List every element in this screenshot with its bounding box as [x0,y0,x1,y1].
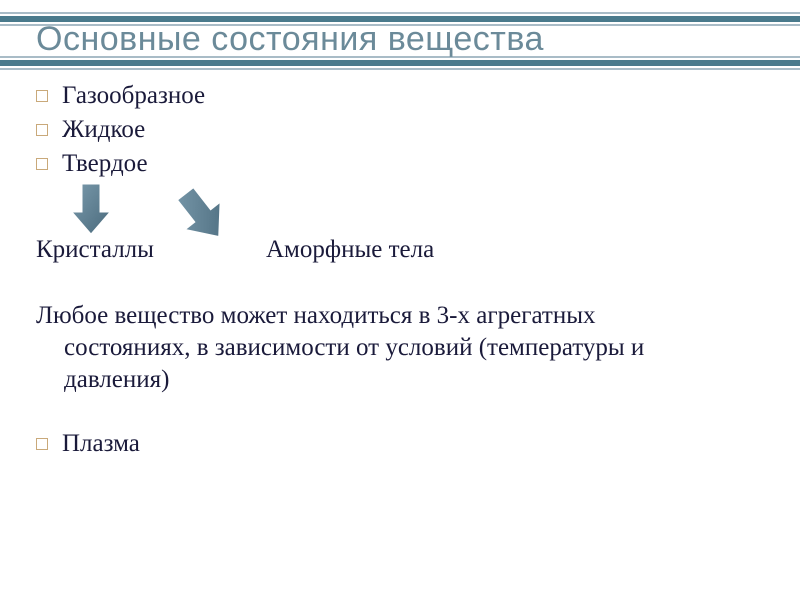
arrow-diagonal-icon [168,182,236,236]
bullet-text: Плазма [62,430,140,458]
slide-title: Основные состояния вещества [36,20,544,59]
bullet-text: Газообразное [62,82,205,110]
square-bullet-icon [36,90,48,102]
square-bullet-icon [36,124,48,136]
bullet-item-plasma: Плазма [36,430,140,458]
bullet-text: Жидкое [62,116,145,144]
subcategory-amorphous: Аморфные тела [266,236,434,264]
content-area: Газообразное Жидкое Твердое [36,82,764,184]
subcategory-crystals: Кристаллы [36,236,154,264]
paragraph-text: Любое вещество может находиться в 3-х аг… [36,300,696,396]
bullet-item: Твердое [36,150,764,178]
arrows-diagram [70,182,330,236]
square-bullet-icon [36,158,48,170]
bullet-item: Газообразное [36,82,764,110]
bullet-text: Твердое [62,150,148,178]
body-paragraph: Любое вещество может находиться в 3-х аг… [36,300,696,396]
square-bullet-icon [36,438,48,450]
bullet-item: Жидкое [36,116,764,144]
arrow-down-icon [72,184,110,234]
